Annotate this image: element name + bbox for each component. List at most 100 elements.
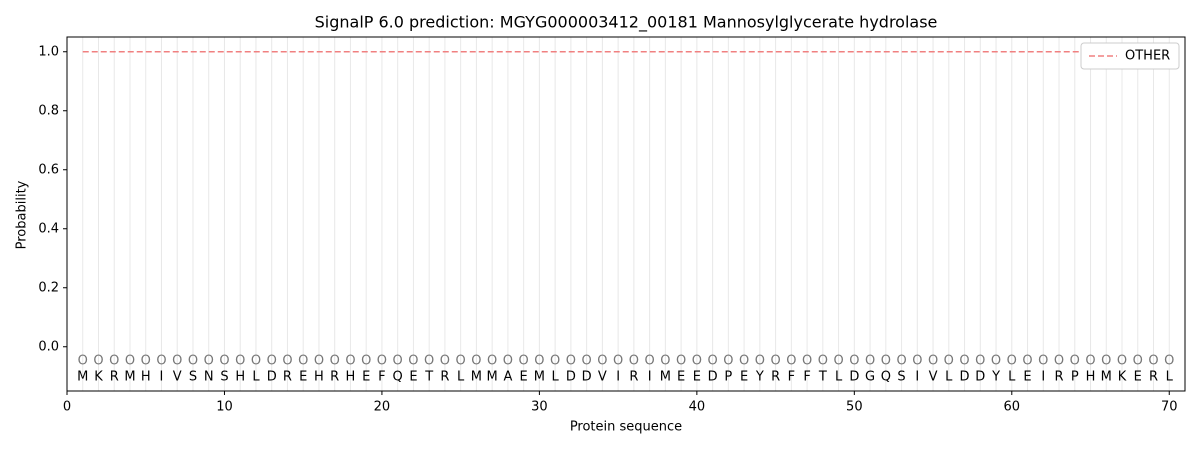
predicted-label: O <box>503 353 513 368</box>
y-tick-label: 0.2 <box>38 280 59 295</box>
residue-label: F <box>378 369 385 384</box>
predicted-label: O <box>1117 353 1127 368</box>
predicted-label: O <box>1038 353 1048 368</box>
residue-label: L <box>252 369 260 384</box>
x-axis-label: Protein sequence <box>570 420 682 435</box>
residue-label: I <box>160 369 164 384</box>
predicted-label: O <box>188 353 198 368</box>
chart-title: SignalP 6.0 prediction: MGYG000003412_00… <box>315 13 938 33</box>
residue-label: L <box>457 369 465 384</box>
predicted-label: O <box>629 353 639 368</box>
predicted-label: O <box>692 353 702 368</box>
predicted-label: O <box>597 353 607 368</box>
predicted-label: O <box>393 353 403 368</box>
residue-label: E <box>693 369 701 384</box>
predicted-label: O <box>582 353 592 368</box>
predicted-label: O <box>1101 353 1111 368</box>
predicted-label: O <box>550 353 560 368</box>
predicted-label: O <box>204 353 214 368</box>
residue-label: D <box>975 369 985 384</box>
residue-label: D <box>849 369 859 384</box>
predicted-label: O <box>613 353 623 368</box>
residue-label: M <box>534 369 545 384</box>
residue-label: R <box>440 369 449 384</box>
predicted-label: O <box>818 353 828 368</box>
predicted-label: O <box>440 353 450 368</box>
residue-label: R <box>110 369 119 384</box>
predicted-label: O <box>330 353 340 368</box>
predicted-label: O <box>1085 353 1095 368</box>
predicted-label: O <box>456 353 466 368</box>
residue-label: H <box>141 369 151 384</box>
residue-label: E <box>520 369 528 384</box>
predicted-label: O <box>1164 353 1174 368</box>
residue-label: R <box>1149 369 1158 384</box>
legend-box <box>1080 42 1180 70</box>
predicted-label: O <box>471 353 481 368</box>
predicted-label: O <box>1133 353 1143 368</box>
residue-label: M <box>487 369 498 384</box>
predicted-label: O <box>109 353 119 368</box>
residue-label: A <box>503 369 512 384</box>
predicted-label: O <box>1007 353 1017 368</box>
residue-label: E <box>677 369 685 384</box>
residue-label: I <box>915 369 919 384</box>
residue-label: S <box>189 369 197 384</box>
predicted-label: O <box>786 353 796 368</box>
predicted-label: O <box>896 353 906 368</box>
residue-label: L <box>945 369 953 384</box>
residue-label: F <box>788 369 795 384</box>
predicted-label: O <box>156 353 166 368</box>
predicted-label: O <box>660 353 670 368</box>
predicted-label: O <box>424 353 434 368</box>
residue-label: N <box>204 369 214 384</box>
residue-label: Q <box>881 369 891 384</box>
predicted-label: O <box>282 353 292 368</box>
residue-label: V <box>173 369 182 384</box>
residue-label: D <box>960 369 970 384</box>
predicted-label: O <box>93 353 103 368</box>
residue-label: M <box>77 369 88 384</box>
predicted-label: O <box>534 353 544 368</box>
predicted-label: O <box>78 353 88 368</box>
predicted-label: O <box>1148 353 1158 368</box>
predicted-label: O <box>141 353 151 368</box>
predicted-label: O <box>125 353 135 368</box>
y-tick-label: 1.0 <box>38 44 59 59</box>
residue-label: M <box>124 369 135 384</box>
residue-label: V <box>598 369 607 384</box>
residue-label: P <box>1071 369 1079 384</box>
residue-label: L <box>1166 369 1174 384</box>
predicted-label: O <box>408 353 418 368</box>
predicted-label: O <box>928 353 938 368</box>
predicted-label: O <box>519 353 529 368</box>
residue-label: K <box>94 369 103 384</box>
residue-label: D <box>582 369 592 384</box>
x-tick-label: 40 <box>689 400 706 415</box>
residue-label: I <box>616 369 620 384</box>
predicted-label: O <box>991 353 1001 368</box>
predicted-label: O <box>1070 353 1080 368</box>
predicted-label: O <box>975 353 985 368</box>
predicted-label: O <box>676 353 686 368</box>
predicted-label: O <box>361 353 371 368</box>
residue-label: E <box>740 369 748 384</box>
residue-label: L <box>552 369 560 384</box>
predicted-label: O <box>755 353 765 368</box>
predicted-label: O <box>267 353 277 368</box>
y-tick-label: 0.6 <box>38 162 59 177</box>
residue-label: E <box>409 369 417 384</box>
predicted-label: O <box>219 353 229 368</box>
predicted-label: O <box>172 353 182 368</box>
predicted-label: O <box>235 353 245 368</box>
predicted-label: O <box>849 353 859 368</box>
residue-label: D <box>566 369 576 384</box>
residue-label: T <box>424 369 433 384</box>
residue-label: S <box>220 369 228 384</box>
predicted-label: O <box>345 353 355 368</box>
predicted-label: O <box>566 353 576 368</box>
residue-label: P <box>724 369 732 384</box>
residue-label: M <box>660 369 671 384</box>
y-tick-label: 0.4 <box>38 221 59 236</box>
